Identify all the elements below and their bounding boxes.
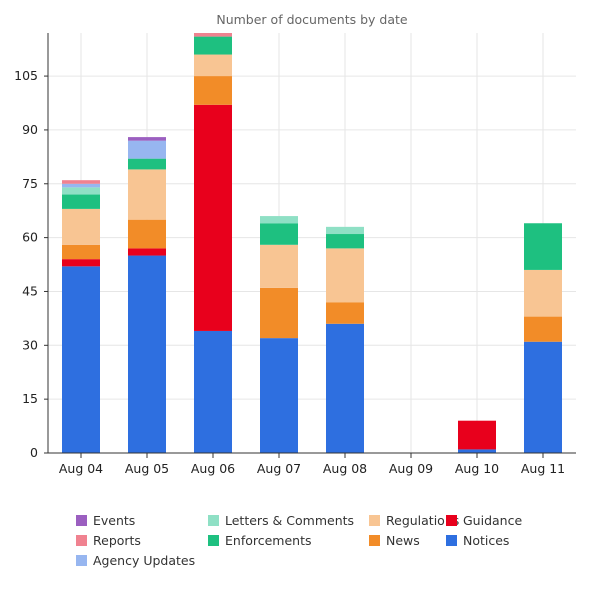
legend-swatch [208, 514, 219, 526]
bar-segment[interactable] [326, 234, 364, 249]
legend-swatch [369, 534, 380, 546]
x-tick-labels: Aug 04 Aug 05 Aug 06 Aug 07 Aug 08 Aug 09 Aug … [59, 453, 565, 476]
bar-segment[interactable] [128, 158, 166, 170]
x-tick-label: Aug 05 [125, 461, 169, 476]
bar-segment[interactable] [62, 266, 100, 453]
bar-segment[interactable] [260, 338, 298, 453]
y-tick-labels: 0 15 30 45 60 75 90 105 [14, 68, 48, 460]
y-tick-label: 15 [22, 391, 38, 406]
legend-label: Reports [93, 532, 141, 548]
legend-label: News [386, 532, 420, 548]
bar-segment[interactable] [524, 269, 562, 317]
bar-segment[interactable] [62, 183, 100, 188]
legend-item[interactable]: Letters & Comments [208, 511, 354, 529]
axes-group [47, 33, 576, 454]
y-tick-label: 75 [22, 176, 38, 191]
legend-item[interactable]: News [369, 531, 420, 549]
bar-segment[interactable] [62, 194, 100, 209]
bar-segment[interactable] [326, 226, 364, 235]
legend-label: Enforcements [225, 532, 312, 548]
bar-segment[interactable] [524, 223, 562, 270]
legend-label: Events [93, 512, 136, 528]
bar-segment[interactable] [260, 216, 298, 224]
legend-swatch [76, 554, 87, 566]
x-tick-label: Aug 04 [59, 461, 103, 476]
y-tick-label: 0 [30, 445, 38, 460]
legend-item[interactable]: Guidance [446, 511, 522, 529]
bar-segment[interactable] [524, 316, 562, 342]
bar-segment[interactable] [62, 259, 100, 267]
bar-segment[interactable] [326, 248, 364, 303]
y-tick-label: 30 [22, 337, 38, 352]
legend-item[interactable]: Reports [76, 531, 141, 549]
x-tick-label: Aug 11 [521, 461, 565, 476]
grid-lines [48, 33, 576, 453]
legend-label: Notices [463, 532, 510, 548]
bar-segment[interactable] [326, 302, 364, 324]
legend-label: Letters & Comments [225, 512, 355, 528]
bar-segment[interactable] [260, 287, 298, 339]
bar-segment[interactable] [194, 36, 232, 55]
y-tick-label: 105 [14, 68, 38, 83]
bar-segment[interactable] [458, 449, 496, 453]
legend-item[interactable]: Notices [446, 531, 509, 549]
legend-swatch [369, 514, 380, 526]
legend-swatch [76, 534, 87, 546]
bar-segment[interactable] [128, 248, 166, 256]
legend-item[interactable]: Enforcements [208, 531, 312, 549]
x-tick-label: Aug 07 [257, 461, 301, 476]
bar-segment[interactable] [128, 255, 166, 453]
bar-segment[interactable] [62, 208, 100, 245]
bar-segment[interactable] [128, 137, 166, 141]
x-tick-label: Aug 08 [323, 461, 367, 476]
legend-swatch [446, 534, 457, 546]
bar-segment[interactable] [194, 33, 232, 37]
bar-segment[interactable] [194, 104, 232, 331]
x-tick-label: Aug 10 [455, 461, 499, 476]
legend-item[interactable]: Regulations [369, 511, 459, 529]
bar-segment[interactable] [260, 244, 298, 288]
legend-swatch [208, 534, 219, 546]
legend-label: Guidance [463, 512, 523, 528]
bar-segment[interactable] [458, 420, 496, 450]
bar-segment[interactable] [260, 223, 298, 245]
legend: Events Reports Agency Updates Letters & Com… [76, 511, 576, 571]
bar-segment[interactable] [194, 76, 232, 105]
legend-swatch [446, 514, 457, 526]
bar-segment[interactable] [62, 180, 100, 184]
bar-segment[interactable] [128, 140, 166, 159]
bar-segment[interactable] [128, 219, 166, 249]
legend-item[interactable]: Agency Updates [76, 551, 195, 569]
legend-item[interactable]: Events [76, 511, 135, 529]
y-tick-label: 90 [22, 122, 38, 137]
x-tick-label: Aug 06 [191, 461, 235, 476]
bar-segment[interactable] [194, 54, 232, 77]
y-tick-label: 45 [22, 283, 38, 298]
legend-swatch [76, 514, 87, 526]
bar-segment[interactable] [524, 341, 562, 453]
bars-group [62, 33, 562, 453]
bar-segment[interactable] [194, 330, 232, 453]
bar-segment[interactable] [62, 244, 100, 260]
x-tick-label: Aug 09 [389, 461, 433, 476]
legend-label: Regulations [386, 512, 460, 528]
bar-segment[interactable] [128, 169, 166, 220]
legend-label: Agency Updates [93, 552, 196, 568]
chart-title: Number of documents by date [216, 12, 408, 27]
bar-segment[interactable] [62, 187, 100, 195]
y-tick-label: 60 [22, 230, 38, 245]
bar-segment[interactable] [326, 323, 364, 453]
